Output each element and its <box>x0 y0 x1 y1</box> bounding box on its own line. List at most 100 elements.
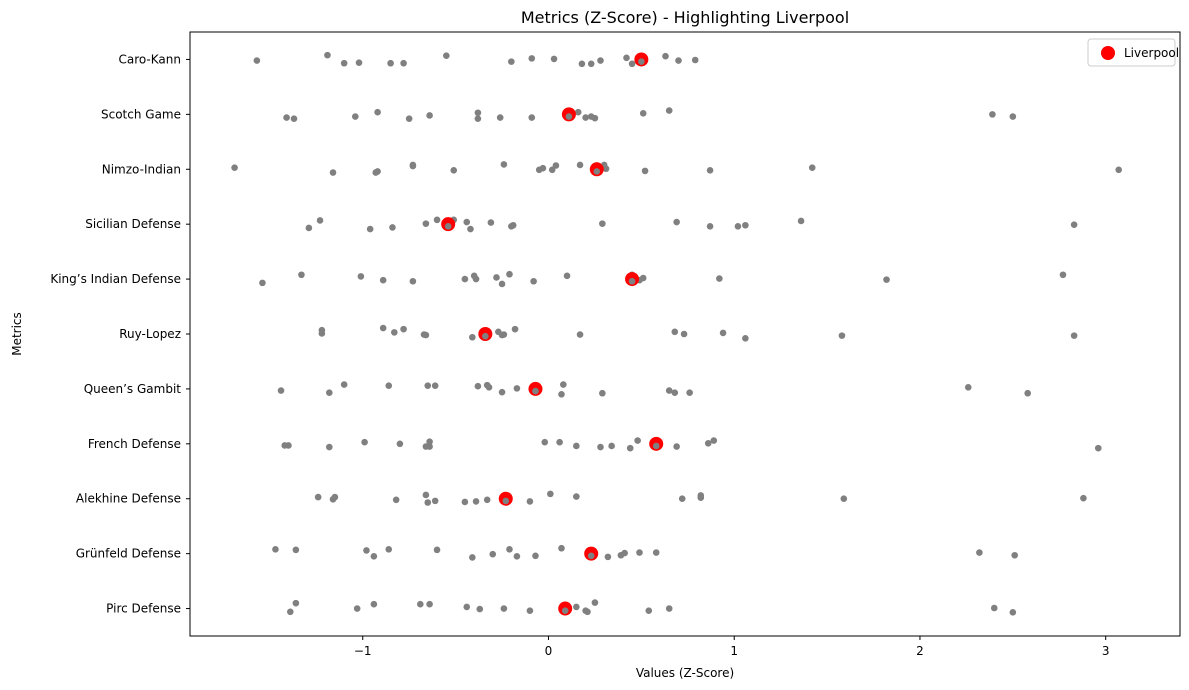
data-point <box>623 54 630 62</box>
data-point <box>231 164 238 171</box>
data-point <box>639 274 647 282</box>
data-point <box>422 331 430 339</box>
data-point <box>602 165 610 173</box>
data-point <box>422 220 430 227</box>
data-point <box>474 115 482 122</box>
data-point <box>680 330 688 338</box>
x-tick-label: 0 <box>545 644 553 658</box>
data-point <box>532 387 539 395</box>
data-point <box>314 493 322 501</box>
data-point <box>426 112 433 119</box>
data-point <box>638 58 645 65</box>
y-tick-label: Alekhine Defense <box>76 492 181 506</box>
y-tick-label: Sicilian Defense <box>85 217 181 231</box>
data-point <box>340 381 348 388</box>
data-point <box>976 549 983 556</box>
data-point <box>665 605 673 612</box>
data-point <box>671 328 679 336</box>
data-point <box>352 113 359 120</box>
data-point <box>366 225 374 233</box>
data-point <box>526 498 534 505</box>
data-point <box>652 442 660 450</box>
data-point <box>476 605 484 613</box>
data-point <box>340 59 348 67</box>
legend: Liverpool <box>1087 38 1179 67</box>
data-point <box>391 329 398 336</box>
data-point <box>259 279 266 287</box>
data-point <box>385 546 393 553</box>
data-point <box>560 381 567 388</box>
data-point <box>671 389 679 396</box>
data-point <box>392 496 400 504</box>
data-point <box>496 114 504 121</box>
data-point <box>370 553 378 560</box>
data-point <box>526 607 534 615</box>
data-point <box>379 276 387 284</box>
data-point <box>556 438 563 446</box>
data-point <box>716 275 723 282</box>
data-point <box>1080 494 1087 502</box>
data-point <box>426 443 433 450</box>
data-point <box>528 55 536 62</box>
data-point <box>582 114 589 121</box>
data-point <box>298 271 305 279</box>
data-point <box>558 391 565 398</box>
data-point <box>1009 609 1017 616</box>
data-point <box>357 273 365 280</box>
data-point <box>431 382 439 389</box>
data-point <box>511 325 519 333</box>
data-point <box>628 277 636 285</box>
data-point <box>675 57 682 64</box>
data-point <box>628 60 636 68</box>
x-axis: −1 0 1 2 3 <box>354 636 1110 658</box>
data-point <box>472 498 480 505</box>
data-point <box>1070 332 1078 339</box>
y-tick-label: Scotch Game <box>101 107 181 121</box>
data-point <box>424 499 432 506</box>
data-point <box>742 335 749 342</box>
data-point <box>482 332 489 340</box>
data-point <box>493 274 500 281</box>
data-point <box>599 389 606 397</box>
data-point <box>426 438 433 445</box>
data-point <box>405 115 413 122</box>
data-point <box>318 330 326 337</box>
data-point <box>361 438 368 446</box>
data-point <box>541 438 549 446</box>
data-point <box>316 217 324 224</box>
data-point <box>565 113 573 120</box>
highlight-points <box>441 52 664 616</box>
data-point <box>678 495 686 503</box>
data-point <box>573 493 580 500</box>
data-point <box>506 546 513 553</box>
data-point <box>591 599 599 606</box>
data-point <box>1024 389 1031 397</box>
x-tick-label: −1 <box>354 644 372 658</box>
data-point <box>285 442 292 449</box>
legend-marker-liverpool <box>1101 46 1115 60</box>
y-tick-label: Ruy-Lopez <box>119 327 181 341</box>
data-point <box>444 223 452 230</box>
data-point <box>450 167 458 174</box>
data-point <box>528 114 536 121</box>
data-point <box>576 331 584 338</box>
data-point <box>353 605 361 612</box>
data-point <box>469 554 476 561</box>
y-axis-label: Metrics <box>10 312 24 356</box>
data-point <box>645 607 653 615</box>
data-point <box>474 109 482 117</box>
data-point <box>990 604 998 612</box>
y-tick-label: Queen’s Gambit <box>84 382 182 396</box>
data-point <box>547 490 554 498</box>
data-point <box>500 161 508 168</box>
data-point <box>433 546 441 554</box>
data-point <box>710 437 718 444</box>
data-point <box>290 115 298 122</box>
data-point <box>548 166 556 174</box>
data-point <box>329 169 337 176</box>
data-point <box>883 276 890 283</box>
data-point <box>485 383 493 391</box>
data-point <box>472 275 480 283</box>
data-point <box>636 549 643 556</box>
data-point <box>463 603 471 611</box>
